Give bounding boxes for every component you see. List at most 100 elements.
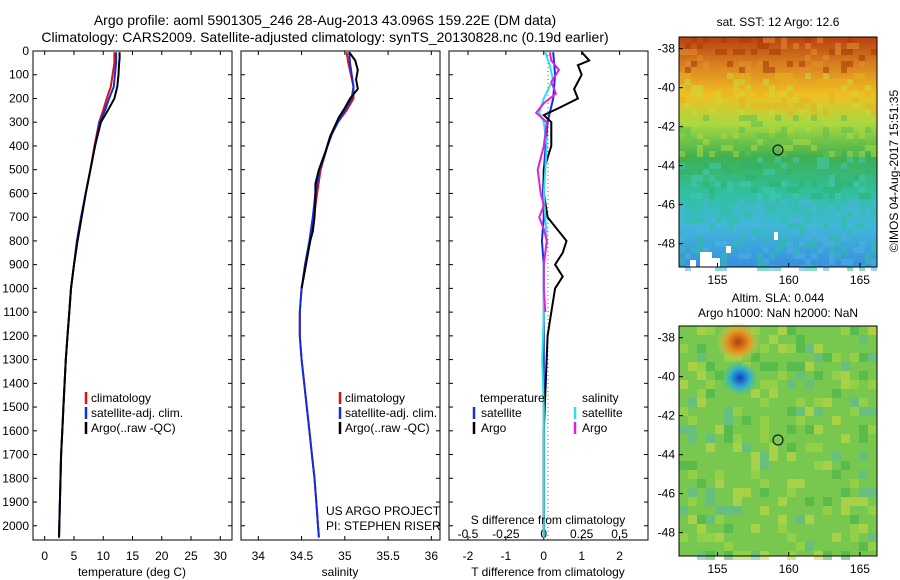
depth-tick-label: 2000 (2, 519, 29, 533)
sst-map-title: sat. SST: 12 Argo: 12.6 (716, 15, 840, 29)
float-location-marker (772, 144, 784, 156)
depth-tick-label: 1500 (2, 400, 29, 414)
salinity-plot: 34 34.5 35 35.5 36 (252, 51, 439, 563)
map-lon-label: 160 (779, 273, 799, 287)
temperature-panel (32, 50, 233, 541)
x-tick-label: 1 (578, 549, 585, 563)
sla-map-title-line2: Argo h1000: NaN h2000: NaN (697, 306, 859, 320)
project-label: US ARGO PROJECT (326, 504, 441, 518)
depth-tick-label: 1200 (2, 329, 29, 343)
depth-tick-label: 1700 (2, 448, 29, 462)
temperature-xlabel: temperature (deg C) (78, 565, 186, 579)
map-lat-label: -40 (658, 81, 676, 95)
map-lat-label: -38 (658, 42, 676, 56)
map-lat-label: -48 (658, 526, 676, 540)
legend-header-temperature: temperature (480, 391, 545, 405)
legend-t-argo: Argo (481, 421, 507, 435)
x-tick-label: 2 (616, 549, 623, 563)
map-lat-label: -40 (658, 370, 676, 384)
x-tick-label: 0 (540, 549, 547, 563)
temperature-legend: climatology satellite-adj. clim. Argo(..… (84, 391, 183, 435)
sla-map-frame (678, 325, 878, 557)
legend-satellite: satellite-adj. clim. (345, 406, 437, 420)
s-tick-label: 0.5 (611, 527, 628, 541)
depth-tick-label: 1000 (2, 281, 29, 295)
x-tick-label: 20 (155, 549, 169, 563)
depth-tick-label: 900 (9, 258, 29, 272)
map-lat-label: -46 (658, 487, 676, 501)
legend-satellite: satellite-adj. clim. (91, 406, 183, 420)
s-tick-label: -0.25 (492, 527, 520, 541)
depth-tick-label: 600 (9, 186, 29, 200)
difference-panel (448, 50, 649, 541)
depth-tick-label: 1900 (2, 495, 29, 509)
plot-title-line1: Argo profile: aoml 5901305_246 28-Aug-20… (93, 12, 557, 28)
map-lat-label: -44 (658, 159, 676, 173)
depth-tick-label: 1800 (2, 471, 29, 485)
depth-tick-label: 300 (9, 115, 29, 129)
map-lat-label: -44 (658, 448, 676, 462)
map-lon-label: 165 (850, 273, 870, 287)
x-tick-label: 34.5 (290, 549, 314, 563)
plot-title-line2: Climatology: CARS2009. Satellite-adjuste… (41, 29, 609, 45)
depth-tick-label: 1600 (2, 424, 29, 438)
depth-tick-label: 0 (22, 44, 29, 58)
legend-header-salinity: salinity (582, 391, 619, 405)
depth-tick-label: 1400 (2, 376, 29, 390)
x-tick-label: 35.5 (376, 549, 400, 563)
depth-tick-label: 1100 (3, 305, 29, 319)
legend-argo: Argo(..raw -QC) (345, 421, 430, 435)
legend-t-satellite: satellite (481, 406, 522, 420)
legend-s-argo: Argo (582, 421, 608, 435)
x-tick-label: 15 (126, 549, 140, 563)
x-tick-label: 34 (252, 549, 266, 563)
salinity-panel (240, 50, 441, 541)
map-lon-label: 160 (779, 562, 799, 576)
sla-low-anomaly (720, 359, 760, 397)
depth-tick-label: 200 (9, 91, 29, 105)
series-line-argo-raw-qc- (58, 52, 121, 538)
sst-missing-data (690, 232, 778, 267)
imos-timestamp: ©IMOS 04-Aug-2017 15:51:35 (887, 89, 900, 253)
depth-tick-label: 700 (9, 210, 29, 224)
x-tick-label: 36 (425, 549, 439, 563)
x-tick-label: -1 (501, 549, 512, 563)
difference-plot: -2 -1 0 1 2-0.5 -0.25 0 0.25 0.5 (458, 51, 628, 563)
map-lon-label: 165 (850, 562, 870, 576)
sla-high-anomaly (716, 322, 760, 362)
depth-tick-label: 1300 (2, 353, 29, 367)
sst-map-texture (679, 37, 877, 271)
s-difference-label: S difference from climatology (471, 513, 626, 527)
difference-legend: temperature salinity satellite Argo sate… (471, 391, 626, 527)
x-tick-label: 25 (184, 549, 198, 563)
depth-axis: 0 100 200 300 400 500 600 700 800 900 1000 1100 1200… (2, 44, 648, 533)
series-line-s-argo (534, 52, 561, 313)
depth-tick-label: 100 (9, 68, 29, 82)
depth-tick-label: 400 (9, 139, 29, 153)
depth-tick-label: 500 (9, 163, 29, 177)
map-lat-label: -42 (658, 409, 676, 423)
float-location-marker (772, 434, 784, 446)
legend-s-satellite: satellite (582, 406, 623, 420)
map-lat-label: -46 (658, 198, 676, 212)
legend-argo: Argo(..raw -QC) (91, 421, 176, 435)
depth-tick-label: 800 (9, 234, 29, 248)
sst-map (678, 36, 878, 271)
temperature-plot: 0 5 10 15 20 25 30 (41, 51, 227, 563)
salinity-xlabel: salinity (322, 565, 359, 579)
map-lon-label: 155 (707, 273, 727, 287)
map-lat-label: -38 (658, 331, 676, 345)
x-tick-label: 35 (338, 549, 352, 563)
map-lat-label: -48 (658, 237, 676, 251)
x-tick-label: 5 (71, 549, 78, 563)
s-tick-label: -0.5 (458, 527, 479, 541)
series-line-argo-raw-qc- (300, 51, 359, 289)
x-tick-label: -2 (463, 549, 474, 563)
x-tick-label: 10 (97, 549, 111, 563)
sla-map (678, 322, 878, 560)
map-axes: -38 -40 -42 -44 -46 -48 155 160 165 -38 -40 -42 -44 -… (658, 42, 871, 576)
pi-label: PI: STEPHEN RISER (326, 519, 441, 533)
sst-map-frame (678, 36, 878, 268)
x-tick-label: 0 (41, 549, 48, 563)
